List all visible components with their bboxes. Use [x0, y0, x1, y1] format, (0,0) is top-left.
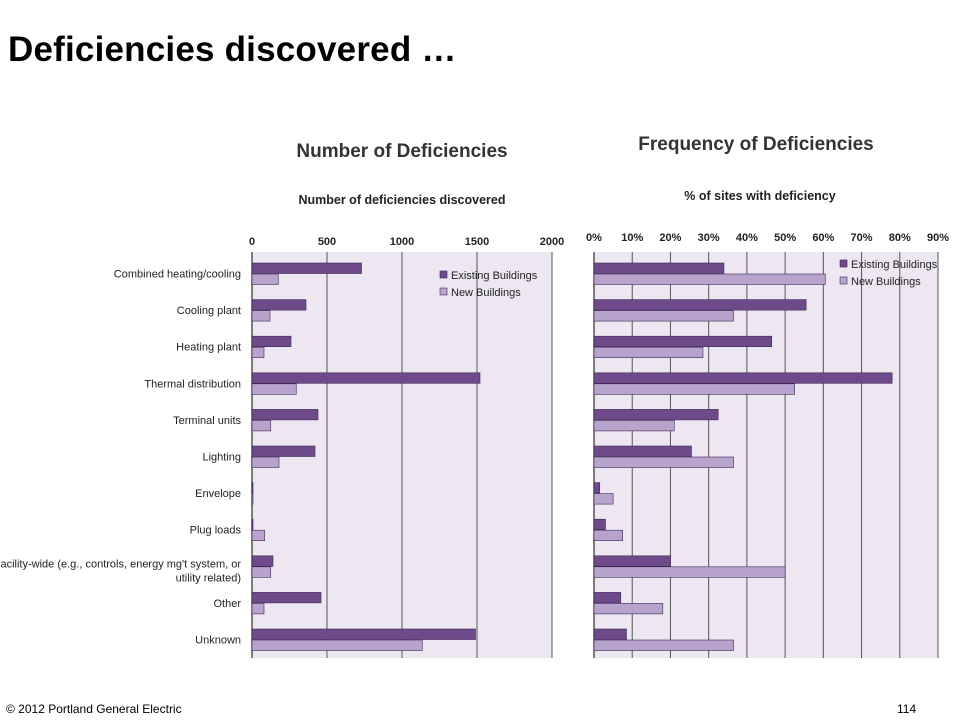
chart2-xlabel: % of sites with deficiency [684, 189, 835, 203]
bar-new [251, 529, 266, 542]
bar-existing [251, 335, 292, 348]
bar-existing [251, 262, 362, 274]
x-tick-label: 10% [621, 232, 643, 244]
bar-new [593, 420, 675, 432]
page-number: 114 [897, 702, 917, 716]
x-tick-label: 50% [774, 232, 796, 244]
chart1-xlabel: Number of deficiencies discovered [298, 193, 505, 207]
bar-new [251, 603, 265, 615]
chart2-title: Frequency of Deficiencies [638, 134, 873, 155]
bar-new [593, 529, 623, 542]
category-label: Unknown [195, 635, 241, 647]
bar-existing [251, 299, 307, 311]
bar-existing [593, 299, 807, 311]
chart-frequency-of-deficiencies: Frequency of Deficiencies % of sites wit… [586, 134, 949, 658]
bar-existing [251, 445, 316, 457]
chart-number-of-deficiencies: Number of Deficiencies Number of deficie… [0, 141, 564, 658]
category-label: Thermal distribution [144, 378, 241, 390]
legend-swatch [439, 270, 448, 279]
x-tick-label: 80% [889, 232, 911, 244]
legend-label: Existing Buildings [451, 270, 538, 282]
bar-new [251, 456, 280, 468]
x-tick-label: 2000 [540, 236, 564, 248]
x-tick-label: 500 [318, 236, 336, 248]
x-tick-label: 20% [659, 232, 681, 244]
category-label: Terminal units [173, 415, 241, 427]
bar-existing [593, 409, 719, 421]
bar-new [251, 639, 423, 651]
legend-swatch [839, 276, 848, 285]
bar-new [593, 493, 614, 505]
bar-new [251, 346, 265, 359]
bar-existing [251, 628, 476, 640]
bar-existing [251, 555, 274, 567]
legend-swatch [839, 259, 848, 268]
bar-existing [251, 482, 254, 494]
x-tick-label: 40% [736, 232, 758, 244]
legend-label: New Buildings [451, 287, 521, 299]
copyright-footer: © 2012 Portland General Electric [6, 702, 182, 716]
bar-existing [251, 409, 319, 421]
bar-existing [251, 518, 254, 531]
category-label: Cooling plant [177, 305, 241, 317]
bar-existing [593, 262, 725, 274]
x-tick-label: 60% [812, 232, 834, 244]
chart1-title: Number of Deficiencies [296, 141, 507, 162]
category-label: Envelope [195, 488, 241, 500]
category-label: utility related) [176, 572, 241, 584]
bar-existing [593, 555, 671, 567]
bar-new [593, 456, 734, 468]
legend-label: New Buildings [851, 276, 921, 288]
category-label: Plug loads [190, 525, 242, 537]
bar-existing [593, 592, 622, 604]
bar-new [251, 383, 297, 395]
bar-new [251, 273, 279, 285]
bar-new [251, 420, 272, 432]
category-label: Lighting [202, 452, 241, 464]
legend-label: Existing Buildings [851, 259, 938, 271]
bar-existing [593, 335, 773, 348]
x-tick-label: 30% [698, 232, 720, 244]
bar-existing [593, 445, 692, 457]
bar-new [593, 603, 664, 615]
category-label: Heating plant [176, 342, 241, 354]
bar-existing [251, 592, 322, 604]
category-label: Combined heating/cooling [114, 269, 241, 281]
bar-new [593, 639, 734, 651]
category-label: Facility-wide (e.g., controls, energy mg… [0, 558, 241, 570]
x-tick-label: 1500 [465, 236, 489, 248]
bar-new [593, 273, 826, 285]
x-tick-label: 1000 [390, 236, 414, 248]
bar-new [593, 566, 786, 578]
slide-title: Deficiencies discovered … [8, 30, 457, 69]
category-label: Other [213, 598, 241, 610]
bar-new [251, 493, 254, 505]
bar-new [593, 346, 704, 359]
bar-new [251, 310, 271, 322]
bar-existing [593, 518, 606, 531]
bar-existing [251, 372, 481, 384]
x-tick-label: 70% [851, 232, 873, 244]
bar-new [593, 383, 795, 395]
bar-new [593, 310, 734, 322]
bar-existing [593, 628, 627, 640]
bar-new [251, 566, 272, 578]
x-tick-label: 90% [927, 232, 949, 244]
x-tick-label: 0% [586, 232, 602, 244]
bar-existing [593, 372, 893, 384]
legend-swatch [439, 287, 448, 296]
bar-existing [593, 482, 601, 494]
x-tick-label: 0 [249, 236, 255, 248]
